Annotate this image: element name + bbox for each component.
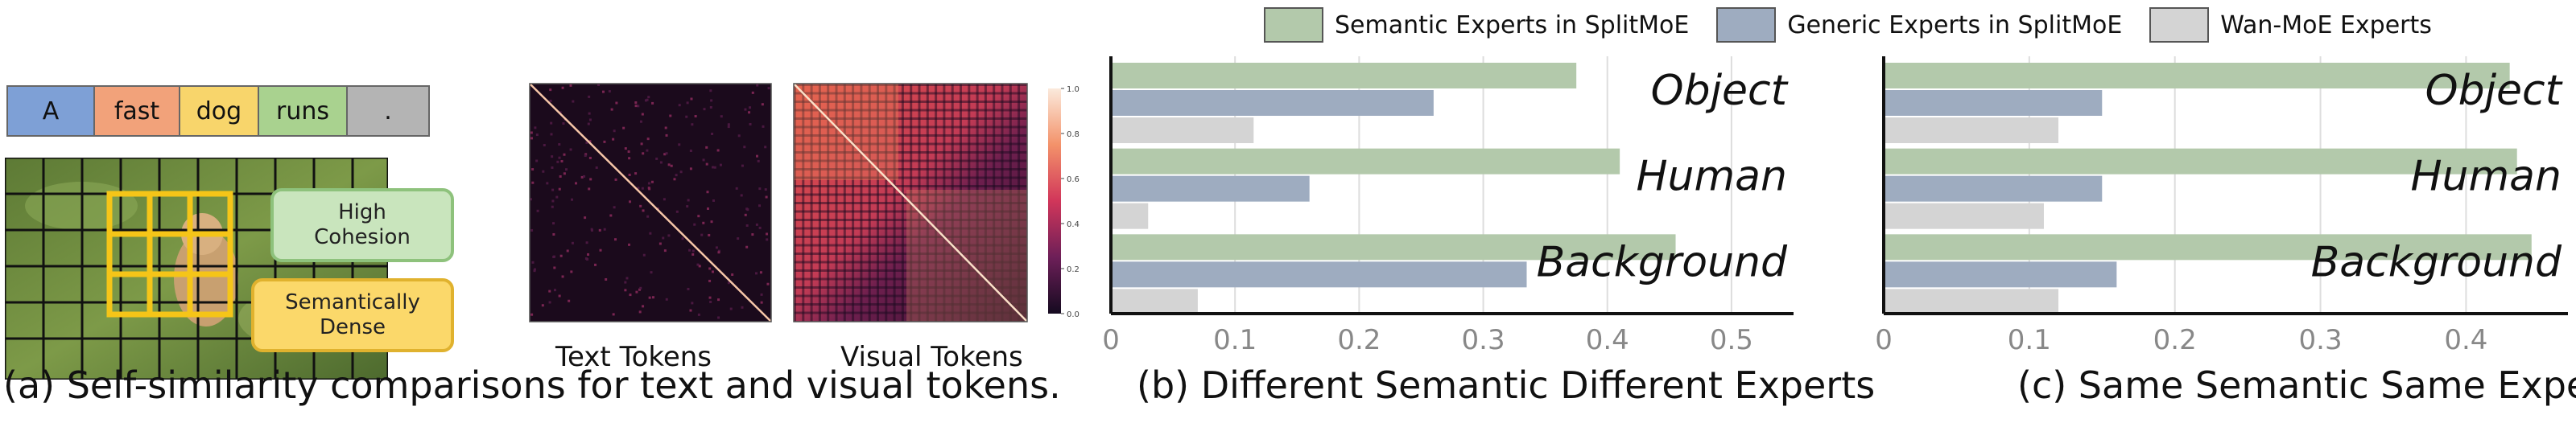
bar-object-2 (1884, 117, 2059, 143)
x-tick-label: 0.3 (2299, 324, 2343, 356)
legend-label-wan: Wan-MoE Experts (2220, 10, 2432, 39)
bar-human-1 (1111, 175, 1310, 202)
token-runs: runs (258, 85, 348, 137)
category-label: Object (1651, 67, 1789, 115)
x-tick-label: 0 (1876, 324, 1893, 356)
caption-c: (c) Same Semantic Same Experts (2017, 363, 2576, 407)
category-label: Background (2311, 238, 2562, 286)
caption-b: (b) Different Semantic Different Experts (1137, 363, 1876, 407)
bar-object-1 (1111, 90, 1434, 116)
legend-item-semantic: Semantic Experts in SplitMoE (1264, 7, 1689, 43)
semantically-dense-tag: Semantically Dense (251, 278, 454, 352)
colorbar-tick-label: 0.2 (1067, 265, 1080, 274)
legend-item-generic: Generic Experts in SplitMoE (1716, 7, 2122, 43)
token-dog: dog (179, 85, 259, 137)
bar-background-0 (1884, 234, 2532, 261)
x-tick-label: 0 (1103, 324, 1120, 356)
bar-background-2 (1111, 289, 1198, 315)
legend-swatch-wan (2149, 7, 2210, 43)
heatmap-diagonal (529, 83, 772, 322)
x-tick-label: 0.4 (1586, 324, 1629, 356)
bar-background-2 (1884, 289, 2059, 315)
x-tick-label: 0.2 (1337, 324, 1381, 356)
bar-background-1 (1884, 261, 2117, 288)
token-period: . (346, 85, 430, 137)
bar-object-2 (1111, 117, 1254, 143)
text-tokens-label: Text Tokens (555, 341, 712, 373)
high-cohesion-tag: High Cohesion (270, 188, 454, 262)
bar-object-0 (1884, 63, 2510, 88)
highlight-patches (106, 191, 233, 318)
x-tick-label: 0.1 (2008, 324, 2051, 356)
token-a: A (6, 85, 95, 137)
legend-label-semantic: Semantic Experts in SplitMoE (1335, 10, 1690, 39)
x-tick-label: 0.2 (2153, 324, 2197, 356)
visual-token-heatmap (793, 83, 1028, 322)
bar-human-2 (1111, 203, 1149, 229)
bar-human-0 (1884, 148, 2517, 175)
x-tick-label: 0.1 (1213, 324, 1257, 356)
bar-background-1 (1111, 261, 1527, 288)
legend-label-generic: Generic Experts in SplitMoE (1787, 10, 2123, 39)
visual-tokens-label: Visual Tokens (840, 341, 1023, 373)
colorbar-tick-label: 0.0 (1067, 310, 1080, 319)
heatmap-colorbar: 1.0 0.8 0.6 0.4 0.2 0.0 (1048, 85, 1080, 319)
bar-human-2 (1884, 203, 2044, 229)
bar-human-1 (1884, 175, 2103, 202)
chart-b: Object Human Background 0 0.1 0.2 0.3 0.4 0.5 (1103, 56, 1794, 356)
chart-legend: Semantic Experts in SplitMoE Generic Exp… (1264, 3, 2459, 47)
colorbar-tick-label: 0.8 (1067, 130, 1080, 139)
legend-item-wan: Wan-MoE Experts (2149, 7, 2432, 43)
text-token-heatmap (529, 83, 772, 322)
chart-c: Object Human Background 0 0.1 0.2 0.3 0.4 (1876, 56, 2568, 356)
bar-object-0 (1111, 63, 1577, 88)
colorbar-tick-label: 1.0 (1067, 85, 1080, 94)
bar-object-1 (1884, 90, 2103, 116)
category-label: Human (2410, 153, 2562, 201)
x-tick-label: 0.3 (1462, 324, 1505, 356)
legend-swatch-generic (1716, 7, 1777, 43)
bar-human-0 (1111, 148, 1620, 175)
colorbar-tick-label: 0.6 (1067, 175, 1080, 184)
token-fast: fast (93, 85, 180, 137)
category-label: Object (2425, 67, 2563, 115)
x-tick-label: 0.5 (1710, 324, 1753, 356)
caption-a: (a) Self-similarity comparisons for text… (3, 363, 1061, 407)
x-tick-label: 0.4 (2444, 324, 2487, 356)
legend-swatch-semantic (1264, 7, 1323, 43)
colorbar-tick-label: 0.4 (1067, 220, 1080, 229)
category-label: Human (1636, 153, 1787, 201)
bar-background-0 (1111, 234, 1676, 261)
category-label: Background (1537, 238, 1788, 286)
